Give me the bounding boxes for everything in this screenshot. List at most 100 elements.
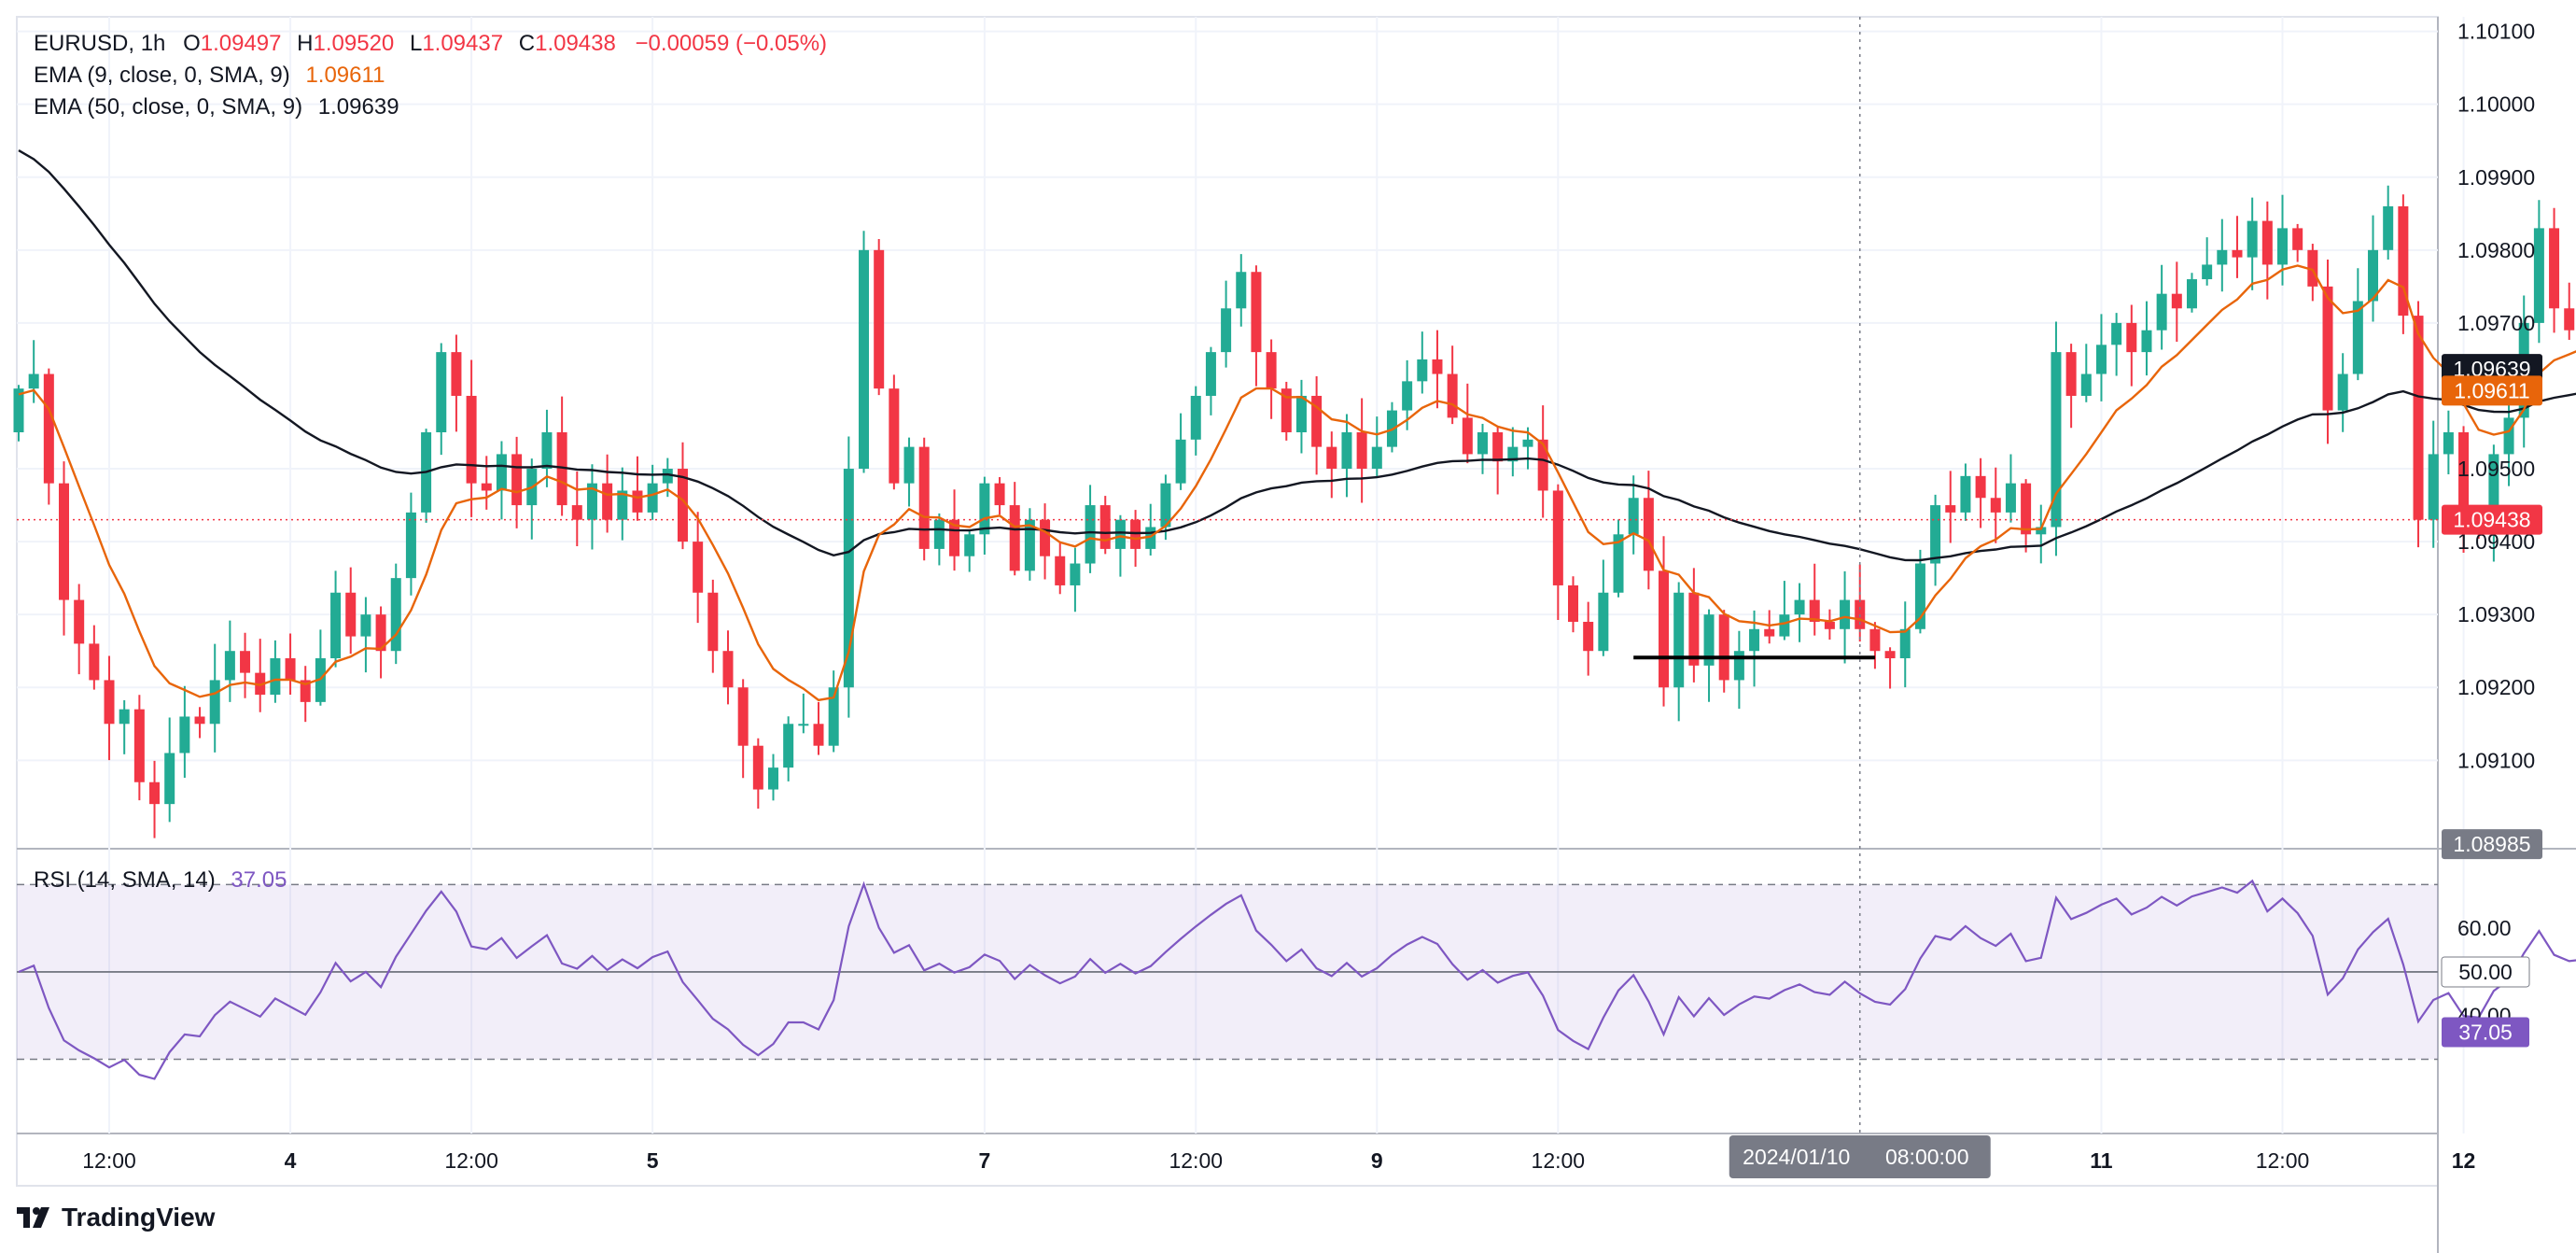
candle-body [1945,505,1956,513]
candle-body [1085,505,1096,564]
candle-body [1402,381,1413,411]
candle-body [1251,272,1262,353]
interval[interactable]: 1h [140,31,166,56]
candle [617,467,628,541]
candle [255,639,266,712]
candle-body [1628,498,1639,535]
price-badge [2442,375,2542,406]
candle-body [2156,293,2167,331]
candle-body [662,469,673,484]
rsi-pane [17,883,2438,1061]
candle-body [511,454,523,506]
candle [889,374,900,490]
candle-body [1809,599,1820,622]
time-tick-label: 12:00 [444,1148,498,1173]
price-badge-label: 1.08985 [2453,832,2530,856]
candle [874,239,885,396]
candle [1552,484,1563,621]
time-tick-label: 12:00 [1532,1148,1586,1173]
candle-body [918,446,930,549]
candle-body [1099,505,1111,549]
ema9-legend[interactable]: EMA (9, close, 0, SMA, 9) 1.09611 [34,60,385,92]
candle [1251,265,1262,387]
candle [1417,331,1428,394]
candle [1281,381,1292,441]
candle-body [2368,249,2379,302]
candle-body [496,454,507,491]
candle-body [2261,220,2273,265]
candle-body [481,483,492,491]
candle [2368,215,2379,322]
candle [933,513,945,566]
candle-body [2277,228,2288,265]
candle [964,529,975,572]
ema50-legend[interactable]: EMA (50, close, 0, SMA, 9) 1.09639 [34,92,399,123]
candle-body [119,709,130,725]
candle-body [300,680,311,702]
candle-body [859,249,870,470]
candle [1371,416,1382,478]
candle [164,717,175,823]
candle-body [541,432,553,470]
candle-body [224,651,235,681]
price-tick-label: 1.10000 [2457,92,2535,117]
candle-body [74,599,85,644]
symbol-name[interactable]: EURUSD [34,31,129,56]
candle [1099,496,1111,555]
time-tick-label: 4 [285,1148,297,1173]
candle-body [798,724,809,726]
candle-body [179,716,190,753]
high-value: 1.09520 [313,31,395,56]
candle [1114,514,1126,577]
candle-body [1583,621,1594,652]
candle [1733,630,1744,710]
candle [752,738,763,810]
candle-body [1884,651,1896,659]
rsi-legend[interactable]: RSI (14, SMA, 14) 37.05 [34,865,287,896]
candle [1960,463,1971,521]
candle-body [768,767,778,790]
candle [768,753,778,801]
price-badge [2442,829,2542,860]
candle [1295,379,1307,454]
candle [2186,273,2197,313]
candle [1085,485,1096,573]
time-tick-label: 12:00 [2256,1148,2310,1173]
candle-body [1462,417,1473,455]
candle-body [2095,345,2107,374]
price-tick-label: 1.09900 [2457,165,2535,190]
candle [2413,301,2424,548]
candle [707,579,719,673]
candle-body [1266,352,1277,389]
candle-body [2080,373,2092,396]
candle [149,760,161,838]
candle [466,359,477,517]
tradingview-logo-text: TradingView [62,1203,216,1232]
candle-body [2398,205,2409,317]
candle [1869,622,1881,669]
candle-body [133,709,145,782]
candle [315,629,326,706]
candle [179,685,190,779]
candle-body [933,519,945,549]
candle [1205,346,1216,415]
tradingview-logo[interactable]: TradingView [17,1203,215,1232]
candle [1145,503,1156,556]
candle-body [375,614,386,652]
candle [2322,260,2333,444]
candle-body [1899,628,1911,659]
candle-body [677,469,688,542]
time-tick-label: 12 [2452,1148,2476,1173]
candle-body [1794,599,1805,615]
candle [421,429,432,523]
candle-body [2322,286,2333,411]
candle-body [2564,308,2575,331]
candle-body [1613,534,1624,593]
price-tick-label: 1.10100 [2457,20,2535,44]
candle [1024,508,1035,581]
candle-body [783,724,794,768]
candle-body [2005,483,2016,513]
candle-body [889,388,900,484]
candle-body [1040,519,1051,556]
